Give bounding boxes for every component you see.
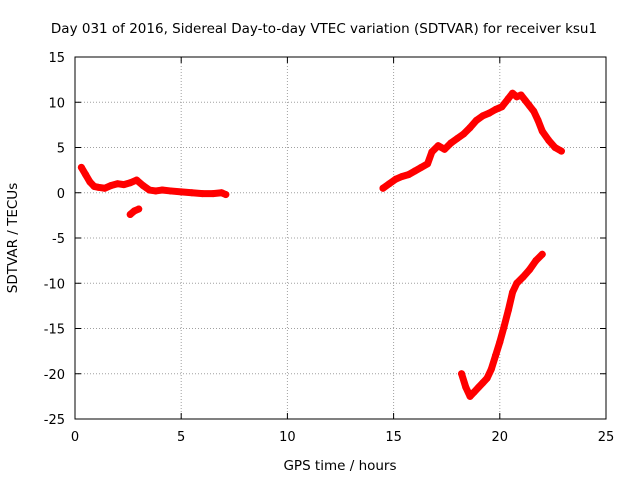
data-point xyxy=(479,112,487,120)
data-point xyxy=(519,273,527,281)
data-point xyxy=(551,144,559,151)
data-point xyxy=(472,116,480,124)
y-axis-label: SDTVAR / TECUs xyxy=(5,183,21,293)
data-point xyxy=(158,186,166,194)
data-point xyxy=(107,182,115,190)
data-point xyxy=(453,134,461,142)
data-point xyxy=(458,370,466,378)
data-series xyxy=(77,89,565,400)
data-point xyxy=(152,187,160,195)
data-point xyxy=(517,91,525,99)
data-point xyxy=(385,180,393,188)
data-point xyxy=(94,183,102,191)
y-tick-label: -15 xyxy=(44,323,65,338)
data-point xyxy=(487,365,495,373)
data-point xyxy=(428,148,436,156)
data-point xyxy=(466,392,474,400)
data-point xyxy=(404,171,412,179)
data-point xyxy=(538,127,546,135)
data-point xyxy=(424,160,432,168)
data-point xyxy=(526,102,534,110)
data-point xyxy=(504,95,512,103)
data-point xyxy=(475,383,483,391)
data-point xyxy=(483,374,491,382)
y-tick-label: -20 xyxy=(44,368,65,383)
data-point xyxy=(545,136,553,144)
data-point xyxy=(82,171,90,179)
data-point xyxy=(411,167,419,175)
x-tick-label: 15 xyxy=(385,430,402,445)
data-point xyxy=(479,379,487,387)
x-tick-label: 20 xyxy=(492,430,509,445)
y-tick-label: -5 xyxy=(52,232,65,247)
x-tick-label: 10 xyxy=(279,430,296,445)
data-point xyxy=(398,172,406,180)
data-point xyxy=(538,250,546,258)
data-point xyxy=(470,388,478,396)
data-point xyxy=(441,145,449,153)
data-point xyxy=(498,103,506,111)
series-3 xyxy=(379,89,565,192)
data-point xyxy=(521,96,529,104)
series-4 xyxy=(458,250,546,400)
data-point xyxy=(509,288,517,296)
y-tick-label: 0 xyxy=(57,187,65,202)
data-point xyxy=(532,257,540,265)
x-tick-label: 5 xyxy=(177,430,185,445)
chart-title: Day 031 of 2016, Sidereal Day-to-day VTE… xyxy=(51,21,597,37)
x-tick-label: 0 xyxy=(71,430,79,445)
axis-ticks: 0 5 10 15 20 25 15 10 5 0 -5 -10 -15 -20 -25 xyxy=(44,51,615,445)
data-point xyxy=(466,124,474,132)
data-point xyxy=(496,338,504,346)
data-point xyxy=(492,352,500,360)
data-point xyxy=(77,163,85,171)
series-1 xyxy=(77,163,230,199)
data-point xyxy=(504,306,512,314)
data-point xyxy=(120,181,128,189)
y-tick-label: 10 xyxy=(48,96,65,111)
data-point xyxy=(101,184,109,192)
data-point xyxy=(526,266,534,274)
data-point xyxy=(460,130,468,138)
data-point xyxy=(485,109,493,117)
data-point xyxy=(534,116,542,124)
data-point xyxy=(126,179,134,187)
data-point xyxy=(113,180,121,188)
x-axis-label: GPS time / hours xyxy=(283,458,396,474)
data-point xyxy=(135,205,143,213)
y-tick-label: -25 xyxy=(44,413,65,428)
data-point xyxy=(222,191,230,199)
data-point xyxy=(198,190,206,198)
data-point xyxy=(434,142,442,150)
y-tick-label: 5 xyxy=(57,142,65,157)
data-point xyxy=(209,190,217,198)
grid-lines xyxy=(75,57,606,419)
data-point xyxy=(530,107,538,115)
series-2 xyxy=(126,205,143,218)
data-point xyxy=(500,323,508,331)
data-point xyxy=(492,105,500,113)
data-point xyxy=(557,147,565,155)
data-point xyxy=(167,187,175,195)
data-point xyxy=(145,186,153,194)
y-tick-label: 15 xyxy=(48,51,65,66)
x-tick-label: 25 xyxy=(598,430,615,445)
data-point xyxy=(447,139,455,147)
data-point xyxy=(417,163,425,171)
data-point xyxy=(133,176,141,184)
y-tick-label: -10 xyxy=(44,277,65,292)
data-point xyxy=(139,182,147,190)
data-point xyxy=(462,383,470,391)
data-point xyxy=(177,188,185,196)
data-point xyxy=(513,279,521,287)
data-point xyxy=(379,184,387,192)
data-point xyxy=(392,175,400,183)
data-point xyxy=(86,178,94,186)
data-point xyxy=(188,189,196,197)
